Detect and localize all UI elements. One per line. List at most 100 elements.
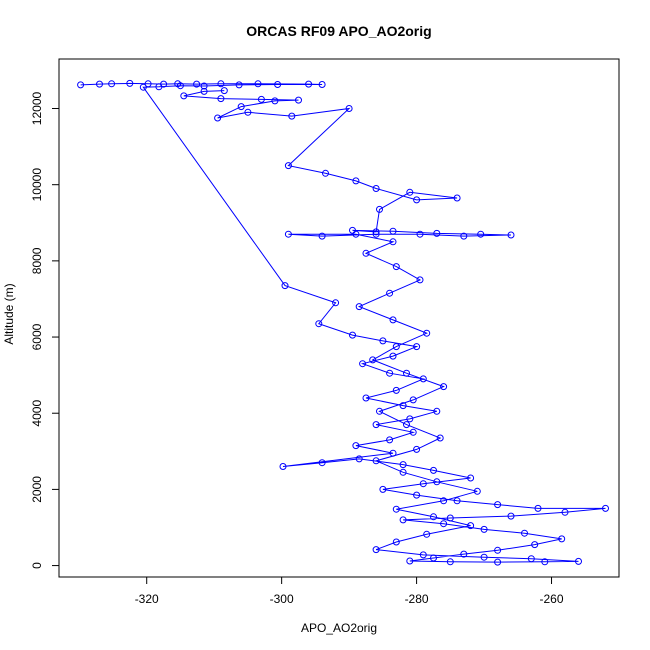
data-point	[575, 557, 582, 565]
data-point	[392, 538, 400, 546]
data-point	[480, 553, 488, 561]
data-point	[200, 82, 208, 90]
data-point	[436, 434, 444, 442]
data-point	[541, 558, 549, 566]
data-point	[433, 407, 441, 415]
data-point	[214, 114, 222, 122]
data-point	[386, 369, 394, 377]
data-point	[561, 508, 569, 516]
data-point	[399, 468, 407, 476]
data-point	[409, 396, 417, 404]
data-point	[413, 343, 421, 351]
data-point	[180, 92, 188, 100]
data-point	[345, 105, 353, 112]
data-point	[96, 80, 103, 88]
data-point	[362, 249, 370, 257]
y-tick-label: 4000	[30, 400, 44, 427]
data-point	[446, 514, 454, 522]
data-point	[217, 80, 225, 88]
data-point	[139, 83, 147, 91]
data-point	[453, 194, 461, 202]
data-point	[372, 185, 380, 192]
plot-area	[77, 79, 609, 566]
data-point	[220, 87, 228, 95]
data-point	[460, 550, 468, 558]
data-point	[376, 407, 383, 415]
data-point	[440, 520, 448, 528]
data-point	[372, 228, 380, 236]
data-point	[386, 289, 394, 297]
x-axis: -320 -300 -280 -260	[135, 576, 564, 606]
data-point	[362, 394, 370, 402]
data-point	[477, 230, 485, 238]
data-point	[399, 461, 407, 469]
data-point	[322, 169, 329, 177]
chart-title: ORCAS RF09 APO_AO2orig	[246, 23, 431, 39]
data-point	[413, 445, 421, 453]
data-point	[254, 80, 262, 88]
data-point	[507, 512, 515, 520]
series-line	[80, 82, 606, 563]
data-point	[406, 188, 414, 196]
data-point	[274, 81, 282, 88]
y-tick-label: 8000	[30, 247, 44, 274]
data-point	[200, 87, 208, 95]
data-point	[359, 360, 367, 368]
data-point	[244, 108, 252, 116]
x-axis-label: APO_AO2orig	[301, 621, 377, 635]
data-point	[480, 525, 488, 533]
data-point	[467, 522, 475, 530]
data-point	[460, 232, 468, 240]
data-point	[416, 230, 424, 238]
data-point	[392, 263, 400, 271]
data-point	[372, 421, 380, 429]
data-point	[389, 352, 397, 360]
data-point	[531, 541, 539, 549]
data-point	[534, 504, 542, 512]
data-point	[284, 162, 292, 170]
data-point	[372, 230, 380, 238]
data-point	[423, 530, 431, 538]
data-point	[318, 81, 326, 88]
data-point	[349, 226, 356, 234]
data-point	[409, 428, 417, 436]
data-point	[281, 282, 289, 290]
data-point	[399, 402, 407, 410]
data-point	[440, 383, 448, 391]
data-point	[144, 80, 152, 88]
y-axis-label: Altitude (m)	[2, 283, 16, 344]
data-point	[430, 466, 437, 474]
data-point	[379, 485, 387, 493]
data-point	[372, 457, 380, 465]
data-point	[355, 303, 363, 311]
data-point	[295, 96, 302, 104]
data-point	[355, 455, 363, 463]
data-point	[527, 555, 535, 563]
data-point	[494, 501, 502, 509]
data-point	[392, 343, 400, 351]
data-point	[372, 546, 380, 554]
data-point	[403, 421, 410, 429]
data-point	[352, 442, 360, 450]
data-point	[376, 205, 383, 213]
data-point	[473, 487, 481, 495]
data-point	[433, 478, 441, 486]
data-point	[419, 375, 427, 383]
data-point	[494, 558, 502, 566]
data-point	[558, 535, 566, 543]
data-point	[419, 480, 427, 488]
data-point	[399, 516, 407, 524]
data-point	[288, 112, 296, 120]
data-point	[386, 436, 394, 444]
data-point	[305, 80, 313, 88]
data-point	[433, 229, 441, 237]
data-point	[403, 369, 410, 377]
data-point	[318, 459, 326, 467]
data-point	[389, 316, 397, 324]
data-point	[379, 337, 387, 345]
data-point	[413, 196, 421, 204]
data-point	[193, 80, 201, 88]
data-point	[430, 513, 437, 521]
data-point	[494, 546, 502, 554]
